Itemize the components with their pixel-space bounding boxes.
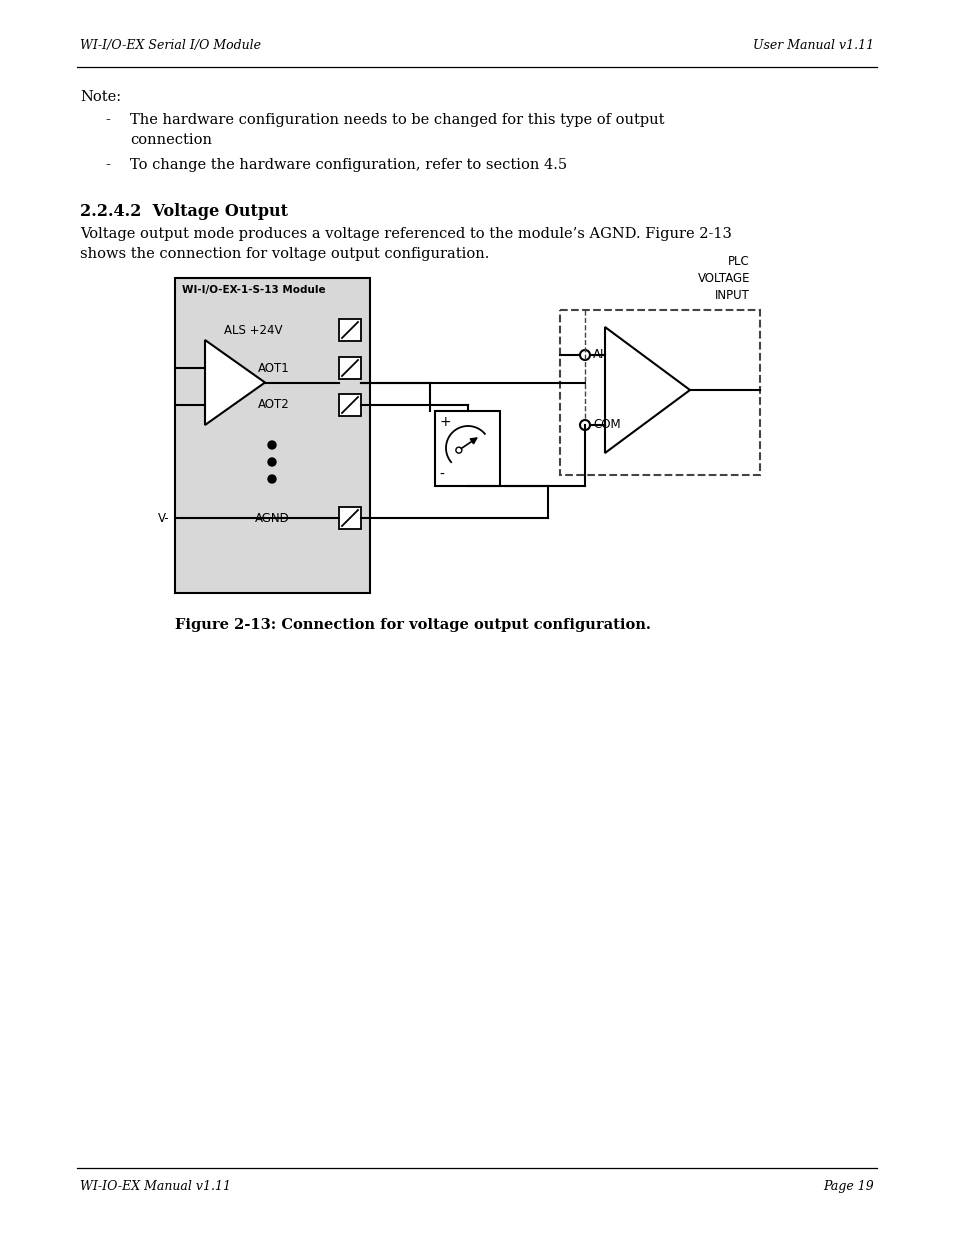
Bar — [559, 310, 760, 475]
Text: User Manual v1.11: User Manual v1.11 — [752, 40, 873, 52]
Text: Note:: Note: — [80, 90, 121, 104]
Circle shape — [579, 420, 589, 430]
Text: COM: COM — [593, 419, 620, 431]
Text: AOT2: AOT2 — [258, 399, 290, 411]
Circle shape — [268, 441, 275, 450]
Text: Page 19: Page 19 — [822, 1179, 873, 1193]
Text: shows the connection for voltage output configuration.: shows the connection for voltage output … — [80, 247, 489, 261]
Circle shape — [579, 350, 589, 359]
Bar — [338, 394, 360, 416]
Bar — [338, 508, 360, 529]
Polygon shape — [205, 340, 265, 425]
Circle shape — [268, 458, 275, 466]
Text: connection: connection — [130, 133, 212, 147]
Text: WI-I/O-EX Serial I/O Module: WI-I/O-EX Serial I/O Module — [80, 40, 261, 52]
Text: -: - — [439, 468, 444, 482]
Bar — [174, 278, 370, 593]
Text: AOT1: AOT1 — [258, 362, 290, 374]
Text: -: - — [105, 158, 110, 172]
Text: VOLTAGE: VOLTAGE — [697, 272, 749, 285]
Circle shape — [456, 447, 461, 453]
Bar — [338, 357, 360, 379]
Text: INPUT: INPUT — [715, 289, 749, 303]
Text: +: + — [439, 415, 451, 429]
Bar — [435, 410, 500, 485]
Text: AGND: AGND — [255, 511, 290, 525]
Text: WI-IO-EX Manual v1.11: WI-IO-EX Manual v1.11 — [80, 1179, 231, 1193]
Text: To change the hardware configuration, refer to section 4.5: To change the hardware configuration, re… — [130, 158, 566, 172]
Text: The hardware configuration needs to be changed for this type of output: The hardware configuration needs to be c… — [130, 112, 664, 127]
Bar — [338, 319, 360, 341]
Text: ALS +24V: ALS +24V — [224, 324, 283, 336]
Text: AI: AI — [593, 348, 604, 362]
Polygon shape — [604, 327, 689, 453]
Text: V-: V- — [158, 511, 170, 525]
Text: Figure 2-13: Connection for voltage output configuration.: Figure 2-13: Connection for voltage outp… — [174, 618, 650, 632]
Text: PLC: PLC — [727, 254, 749, 268]
Text: WI-I/O-EX-1-S-13 Module: WI-I/O-EX-1-S-13 Module — [182, 285, 325, 295]
Text: Voltage output mode produces a voltage referenced to the module’s AGND. Figure 2: Voltage output mode produces a voltage r… — [80, 227, 731, 241]
Circle shape — [268, 475, 275, 483]
Text: 2.2.4.2  Voltage Output: 2.2.4.2 Voltage Output — [80, 203, 288, 220]
Text: -: - — [105, 112, 110, 127]
